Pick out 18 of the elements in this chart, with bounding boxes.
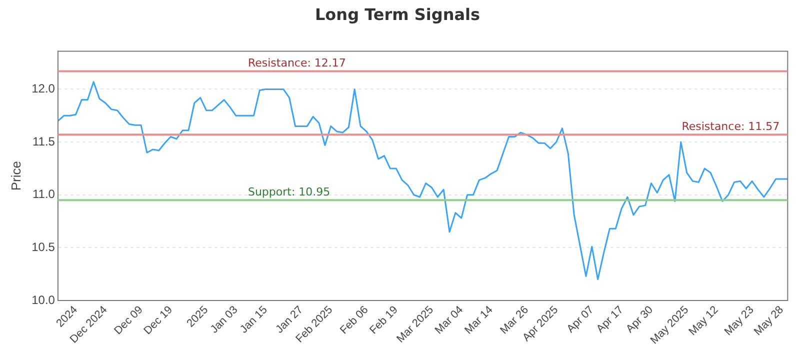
y-axis-title: Price [8, 161, 24, 191]
y-tick-label: 10.0 [32, 292, 56, 307]
ref-line-label: Resistance: 12.17 [248, 56, 346, 70]
y-tick-label: 12.0 [32, 82, 56, 96]
y-tick-label: 11.0 [32, 187, 56, 202]
ref-line-label: Support: 10.95 [248, 186, 330, 199]
x-tick-label: Jan 03 [208, 304, 240, 336]
ref-line-label: Resistance: 11.57 [682, 120, 780, 134]
x-tick-label: Jan 15 [238, 304, 270, 336]
chart-title: Long Term Signals [314, 4, 480, 24]
x-tick-label: May 12 [686, 304, 721, 338]
y-tick-label: 11.5 [32, 134, 56, 148]
x-tick-label: Apr 07 [564, 304, 596, 336]
x-tick-label: Apr 30 [624, 304, 656, 336]
x-tick-label: Dec 19 [142, 304, 175, 338]
y-tick-label: 10.5 [32, 240, 56, 254]
x-tick-label: May 28 [752, 304, 786, 338]
x-tick-label: Apr 17 [594, 304, 626, 336]
